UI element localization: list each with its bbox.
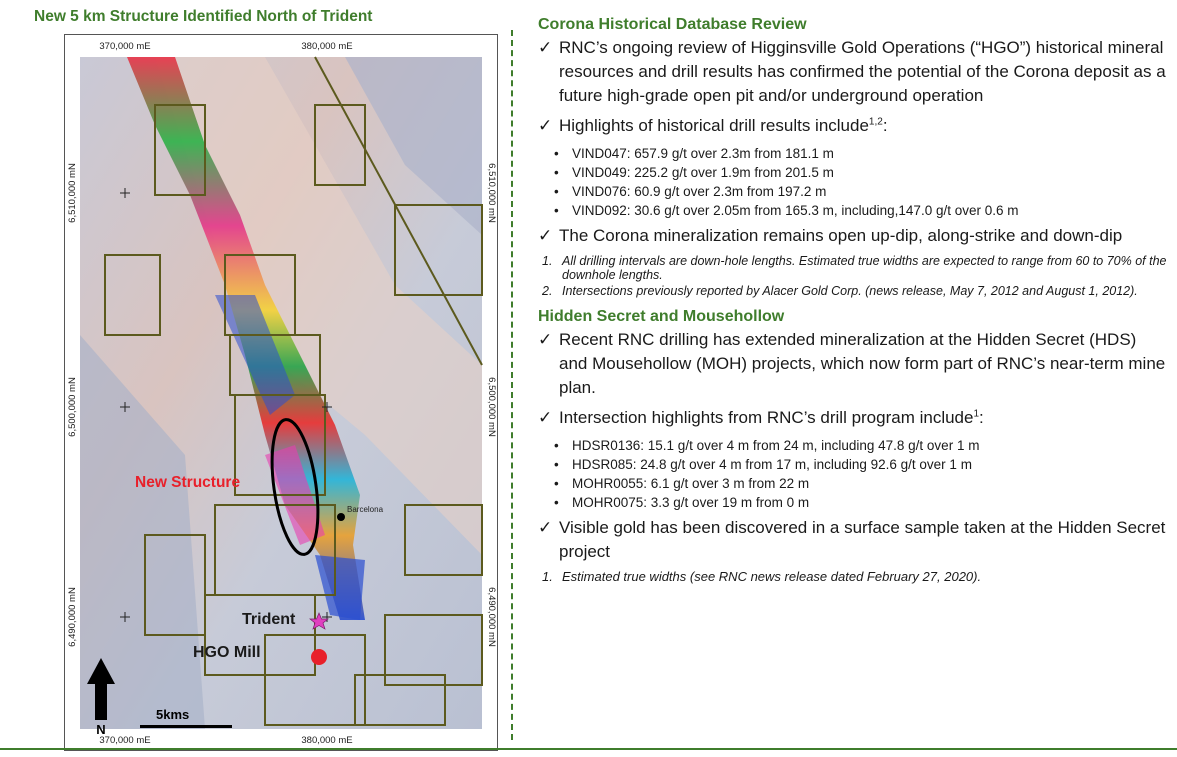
scale-bar [140, 725, 232, 728]
northing-label-right-1: 6,510,000 mN [486, 163, 497, 223]
corona-heading: Corona Historical Database Review [538, 16, 807, 33]
check-icon: ✓ [538, 408, 553, 427]
list-item: • VIND076: 60.9 g/t over 2.3m from 197.2 … [554, 184, 827, 199]
trident-star-icon [309, 612, 329, 630]
north-arrow-icon [87, 658, 115, 720]
list-item: • HDSR0136: 15.1 g/t over 4 m from 24 m, … [554, 438, 980, 453]
corona-highlights-list: • VIND047: 657.9 g/t over 2.3m from 181.1… [538, 144, 1168, 220]
check-icon: ✓ [538, 518, 553, 537]
corona-footnote-2: 2. Intersections previously reported by A… [542, 284, 1138, 298]
check-icon: ✓ [538, 38, 553, 57]
easting-label-top-1: 370,000 mE [99, 41, 150, 52]
northing-label-left-1: 6,510,000 mN [67, 163, 78, 223]
list-item: • VIND092: 30.6 g/t over 2.05m from 165.3… [554, 203, 1019, 218]
hidden-highlights-list: • HDSR0136: 15.1 g/t over 4 m from 24 m, … [538, 436, 1168, 512]
scale-label: 5kms [156, 707, 189, 722]
text-column: Corona Historical Database Review ✓ RNC’s… [538, 8, 1168, 586]
column-divider [511, 30, 513, 740]
northing-label-right-3: 6,490,000 mN [486, 587, 497, 647]
hgo-mill-label: HGO Mill [193, 644, 261, 661]
barcelona-label: Barcelona [347, 505, 384, 514]
check-icon: ✓ [538, 226, 553, 245]
list-item: • HDSR085: 24.8 g/t over 4 m from 17 m, i… [554, 457, 972, 472]
hidden-bullet-2: ✓ Intersection highlights from RNC’s dril… [538, 406, 1168, 430]
easting-label-bottom-1: 370,000 mE [99, 735, 150, 746]
corona-bullet-1: ✓ RNC’s ongoing review of Higginsville Go… [538, 38, 1166, 105]
hgo-mill-marker [311, 649, 327, 665]
footer-rule [0, 748, 1177, 750]
corona-footnote-1: 1. All drilling intervals are down-hole l… [542, 254, 1167, 282]
hidden-footnote-1: 1. Estimated true widths (see RNC news re… [542, 569, 982, 584]
new-structure-ellipse [270, 418, 320, 556]
north-label: N [96, 722, 105, 737]
northing-label-left-3: 6,490,000 mN [67, 587, 78, 647]
hidden-secret-heading: Hidden Secret and Mousehollow [538, 308, 785, 325]
list-item: • MOHR0055: 6.1 g/t over 3 m from 22 m [554, 476, 810, 491]
new-structure-label: New Structure [135, 474, 240, 491]
map-title: New 5 km Structure Identified North of T… [34, 8, 373, 25]
corona-bullet-3: ✓ The Corona mineralization remains open … [538, 224, 1168, 248]
trident-label: Trident [242, 611, 296, 628]
hidden-bullet-3: ✓ Visible gold has been discovered in a s… [538, 518, 1166, 561]
list-item: • VIND047: 657.9 g/t over 2.3m from 181.1… [554, 146, 834, 161]
corona-bullet-2: ✓ Highlights of historical drill results … [538, 114, 1168, 138]
check-icon: ✓ [538, 330, 553, 349]
list-item: • MOHR0075: 3.3 g/t over 19 m from 0 m [554, 495, 810, 510]
list-item: • VIND049: 225.2 g/t over 1.9m from 201.5… [554, 165, 834, 180]
easting-label-bottom-2: 380,000 mE [301, 735, 352, 746]
northing-label-left-2: 6,500,000 mN [67, 377, 78, 437]
easting-label-top-2: 380,000 mE [301, 41, 352, 52]
geology-map: 370,000 mE 380,000 mE 370,000 mE 380,000… [64, 34, 498, 751]
hidden-bullet-1: ✓ Recent RNC drilling has extended minera… [538, 330, 1166, 397]
barcelona-marker [337, 513, 345, 521]
check-icon: ✓ [538, 116, 553, 135]
northing-label-right-2: 6,500,000 mN [486, 377, 497, 437]
